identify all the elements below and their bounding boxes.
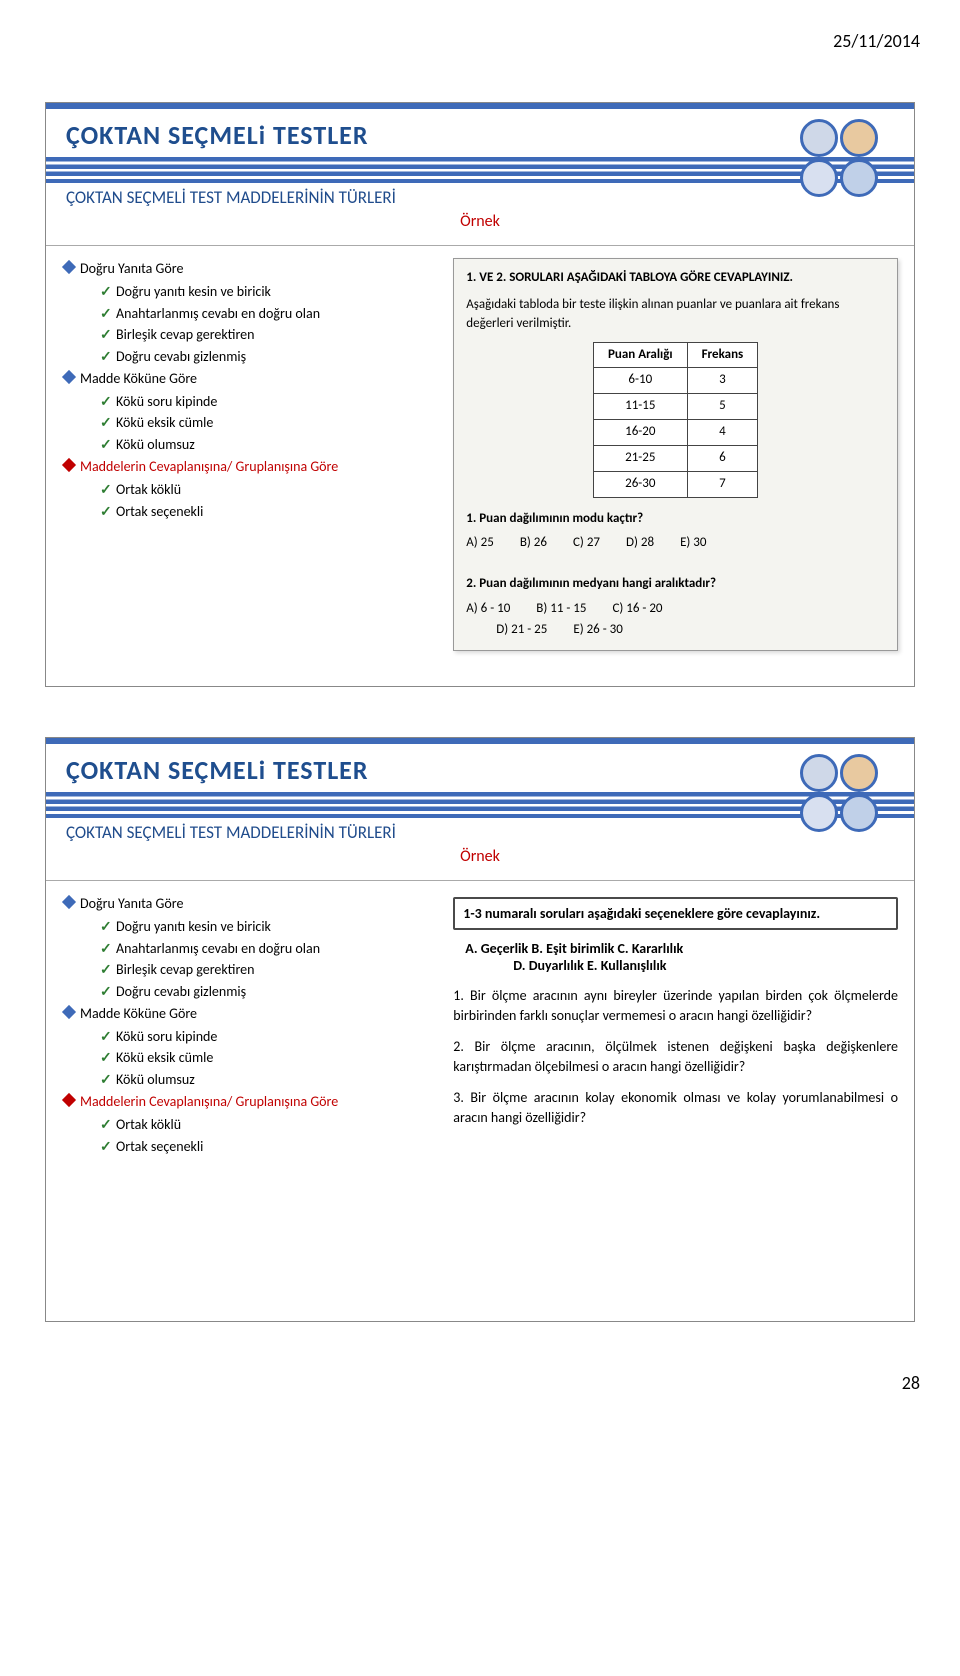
header-graphic [794, 113, 884, 203]
outline-panel-2: Doğru Yanıta Göre ✓Doğru yanıtı kesin ve… [46, 881, 445, 1321]
scan-panel-1: 1. VE 2. SORULARI AŞAĞIDAKİ TABLOYA GÖRE… [453, 258, 898, 651]
page-number: 28 [40, 1372, 920, 1394]
instruction-box: 1-3 numaralı soruları aşağıdaki seçenekl… [453, 897, 898, 930]
header-graphic-2 [794, 748, 884, 838]
slide2-subtitle: ÇOKTAN SEÇMELİ TEST MADDELERİNİN TÜRLERİ… [46, 818, 914, 881]
question-2: 2. Bir ölçme aracının, ölçülmek istenen … [453, 1037, 898, 1076]
question-1: 1. Bir ölçme aracının aynı bireyler üzer… [453, 986, 898, 1025]
ornek-label-2: Örnek [460, 847, 500, 866]
question-panel: 1-3 numaralı soruları aşağıdaki seçenekl… [445, 881, 914, 1321]
slide2-title: ÇOKTAN SEÇMELi TESTLER [66, 754, 894, 786]
slide-1: ÇOKTAN SEÇMELi TESTLER ÇOKTAN SEÇMELİ TE… [45, 102, 915, 687]
freq-table: Puan AralığıFrekans 6-103 11-155 16-204 … [593, 342, 758, 498]
slide1-subtitle: ÇOKTAN SEÇMELİ TEST MADDELERİNİN TÜRLERİ… [46, 183, 914, 246]
slide-2: ÇOKTAN SEÇMELi TESTLER ÇOKTAN SEÇMELİ TE… [45, 737, 915, 1322]
outline-panel: Doğru Yanıta Göre ✓Doğru yanıtı kesin ve… [46, 246, 445, 686]
page-date: 25/11/2014 [40, 30, 920, 52]
slide1-title: ÇOKTAN SEÇMELi TESTLER [66, 119, 894, 151]
ornek-label: Örnek [460, 212, 500, 231]
question-3: 3. Bir ölçme aracının kolay ekonomik olm… [453, 1088, 898, 1127]
